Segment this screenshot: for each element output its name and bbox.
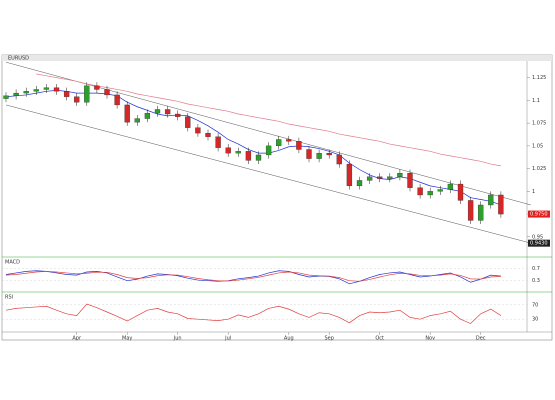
candle-body (185, 116, 191, 128)
channel-line (5, 104, 531, 244)
candle-body (245, 151, 252, 161)
x-tick-label: Oct (375, 336, 384, 342)
candle-body (94, 85, 100, 90)
candle-body (437, 189, 443, 192)
candle-body (134, 118, 140, 123)
price-tag (528, 239, 550, 247)
candle-body (276, 139, 282, 147)
candle-body (124, 104, 130, 123)
candle-body (427, 191, 433, 196)
toolbar (2, 55, 552, 61)
candle-body (53, 87, 60, 92)
candle-body (255, 154, 262, 161)
y-tick-label: 1.125 (532, 75, 546, 81)
x-tick-label: Nov (425, 336, 435, 342)
candle-body (356, 180, 363, 187)
candle-body (3, 95, 9, 99)
candle-body (225, 147, 231, 154)
x-tick-label: May (122, 336, 132, 342)
candle-body (13, 92, 19, 96)
panel-tick-label: 70 (532, 302, 538, 308)
candle-body (366, 176, 373, 181)
candle-body (164, 109, 171, 115)
candle-body (74, 96, 80, 103)
x-tick-label: Dec (476, 336, 486, 342)
candle-body (306, 149, 312, 159)
candle-body (407, 172, 413, 188)
panel-tick-label: 0.7 (532, 266, 540, 272)
y-tick-label: 1.075 (532, 121, 546, 127)
y-tick-label: 1.1 (532, 98, 540, 104)
candle-body (316, 152, 322, 159)
price-tag-label: 0.9750 (530, 212, 548, 218)
candle-body (84, 85, 90, 103)
candle-body (467, 200, 474, 221)
panel-title: RSI (5, 295, 13, 301)
price-tag-label: 0.9430 (530, 241, 548, 247)
candle-body (63, 91, 70, 97)
candle-body (286, 139, 292, 142)
candle-body (114, 94, 120, 106)
indicator-line (5, 270, 501, 285)
candle-body (488, 194, 494, 206)
y-tick-label: 1.025 (532, 166, 546, 172)
candle-body (23, 91, 29, 94)
candle-body (498, 194, 504, 215)
candle-body (387, 176, 393, 179)
candle-body (326, 152, 332, 156)
candle-body (33, 89, 39, 92)
candle-body (215, 136, 221, 148)
candle-body (447, 183, 454, 190)
candle-body (336, 154, 342, 165)
candle-body (235, 151, 241, 154)
x-tick-label: Apr (72, 336, 82, 342)
candle-body (104, 89, 110, 96)
y-tick-label: 1 (532, 189, 535, 195)
panel-title: MACD (5, 260, 20, 266)
candle-body (478, 204, 484, 221)
chart-title: EURUSD (8, 56, 29, 62)
price-tag (528, 210, 550, 218)
candle-body (154, 109, 161, 114)
y-tick-label: 0.95 (532, 234, 543, 240)
panel-tick-label: 30 (532, 317, 538, 323)
candle-body (346, 163, 353, 187)
candle-body (397, 172, 403, 177)
candle-body (195, 127, 201, 134)
indicator-line (5, 303, 502, 324)
candle-body (175, 113, 181, 117)
candle-body (296, 141, 302, 150)
moving-average (36, 73, 501, 167)
x-tick-label: Jul (224, 336, 231, 342)
candle-body (144, 112, 151, 119)
y-tick-label: 1.05 (532, 143, 543, 149)
x-tick-label: Aug (284, 336, 294, 342)
candle-body (457, 183, 464, 201)
indicator-line (5, 271, 501, 282)
panel-tick-label: 0.3 (532, 278, 540, 284)
x-tick-label: Sep (324, 336, 333, 342)
channel-line (5, 61, 531, 206)
candle-body (265, 145, 272, 156)
candle-body (205, 132, 211, 137)
candle-body (43, 87, 50, 90)
x-tick-label: Jun (173, 336, 182, 342)
candle-body (417, 187, 423, 196)
candle-body (377, 176, 383, 179)
